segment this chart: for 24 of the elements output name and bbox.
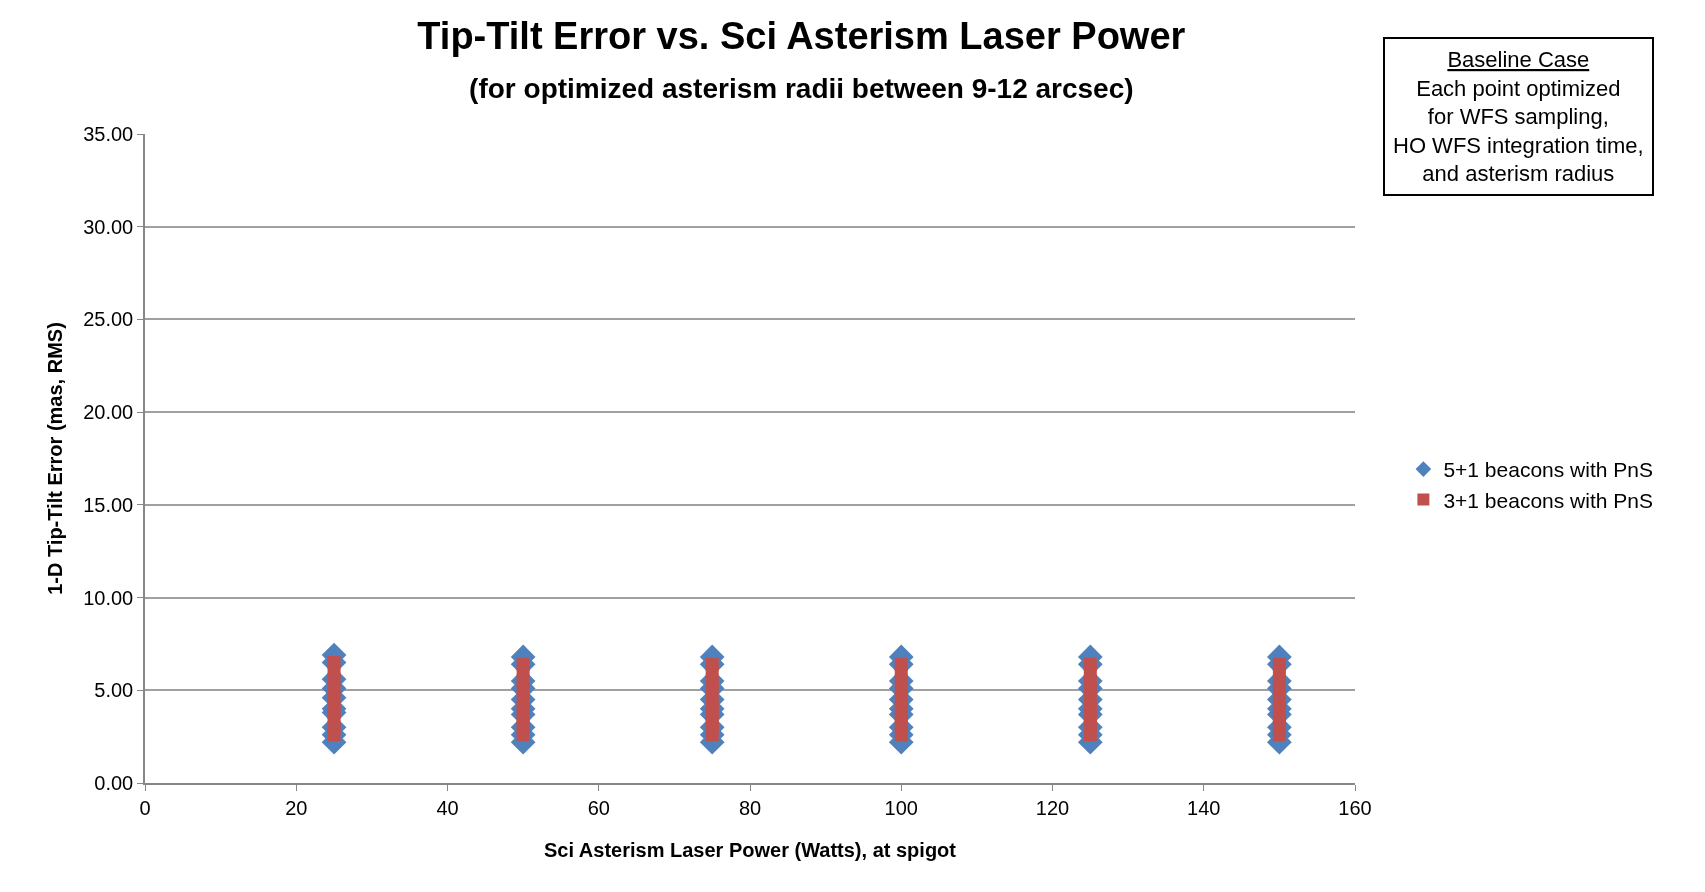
x-tick-label: 140 (1187, 796, 1221, 819)
legend-label: 5+1 beacons with PnS (1443, 458, 1653, 482)
y-tick-label: 20.00 (83, 401, 134, 424)
chart-subtitle: (for optimized asterism radii between 9-12 arcsec) (469, 73, 1134, 105)
x-tick-label: 120 (1035, 796, 1070, 819)
x-tick-label: 160 (1338, 796, 1372, 819)
x-tick-label: 20 (285, 796, 308, 819)
x-tick-label: 80 (738, 796, 762, 819)
y-tick-label: 10.00 (83, 586, 134, 609)
y-tick-label: 35.00 (83, 123, 134, 145)
legend-label: 3+1 beacons with PnS (1443, 488, 1653, 512)
x-tick-label: 100 (884, 796, 918, 819)
chart-title: Tip-Tilt Error vs. Sci Asterism Laser Power (417, 15, 1186, 58)
y-tick-label: 15.00 (83, 493, 134, 516)
y-tick-label: 0.00 (94, 772, 134, 794)
x-tick-label: 0 (139, 796, 151, 819)
y-tick-label: 30.00 (83, 215, 134, 238)
x-axis-title: Sci Asterism Laser Power (Watts), at spigot (544, 838, 957, 861)
x-tick-label: 40 (436, 796, 459, 819)
y-axis-title: 1-D Tip-Tilt Error (mas, RMS) (44, 322, 67, 595)
y-tick-label: 25.00 (83, 308, 134, 331)
x-tick-label: 60 (587, 796, 610, 819)
text: Baseline Case Each point optimized for WFS sampling, HO WFS integration time, and asterism radius (1393, 47, 1644, 187)
y-tick-label: 5.00 (94, 679, 134, 702)
